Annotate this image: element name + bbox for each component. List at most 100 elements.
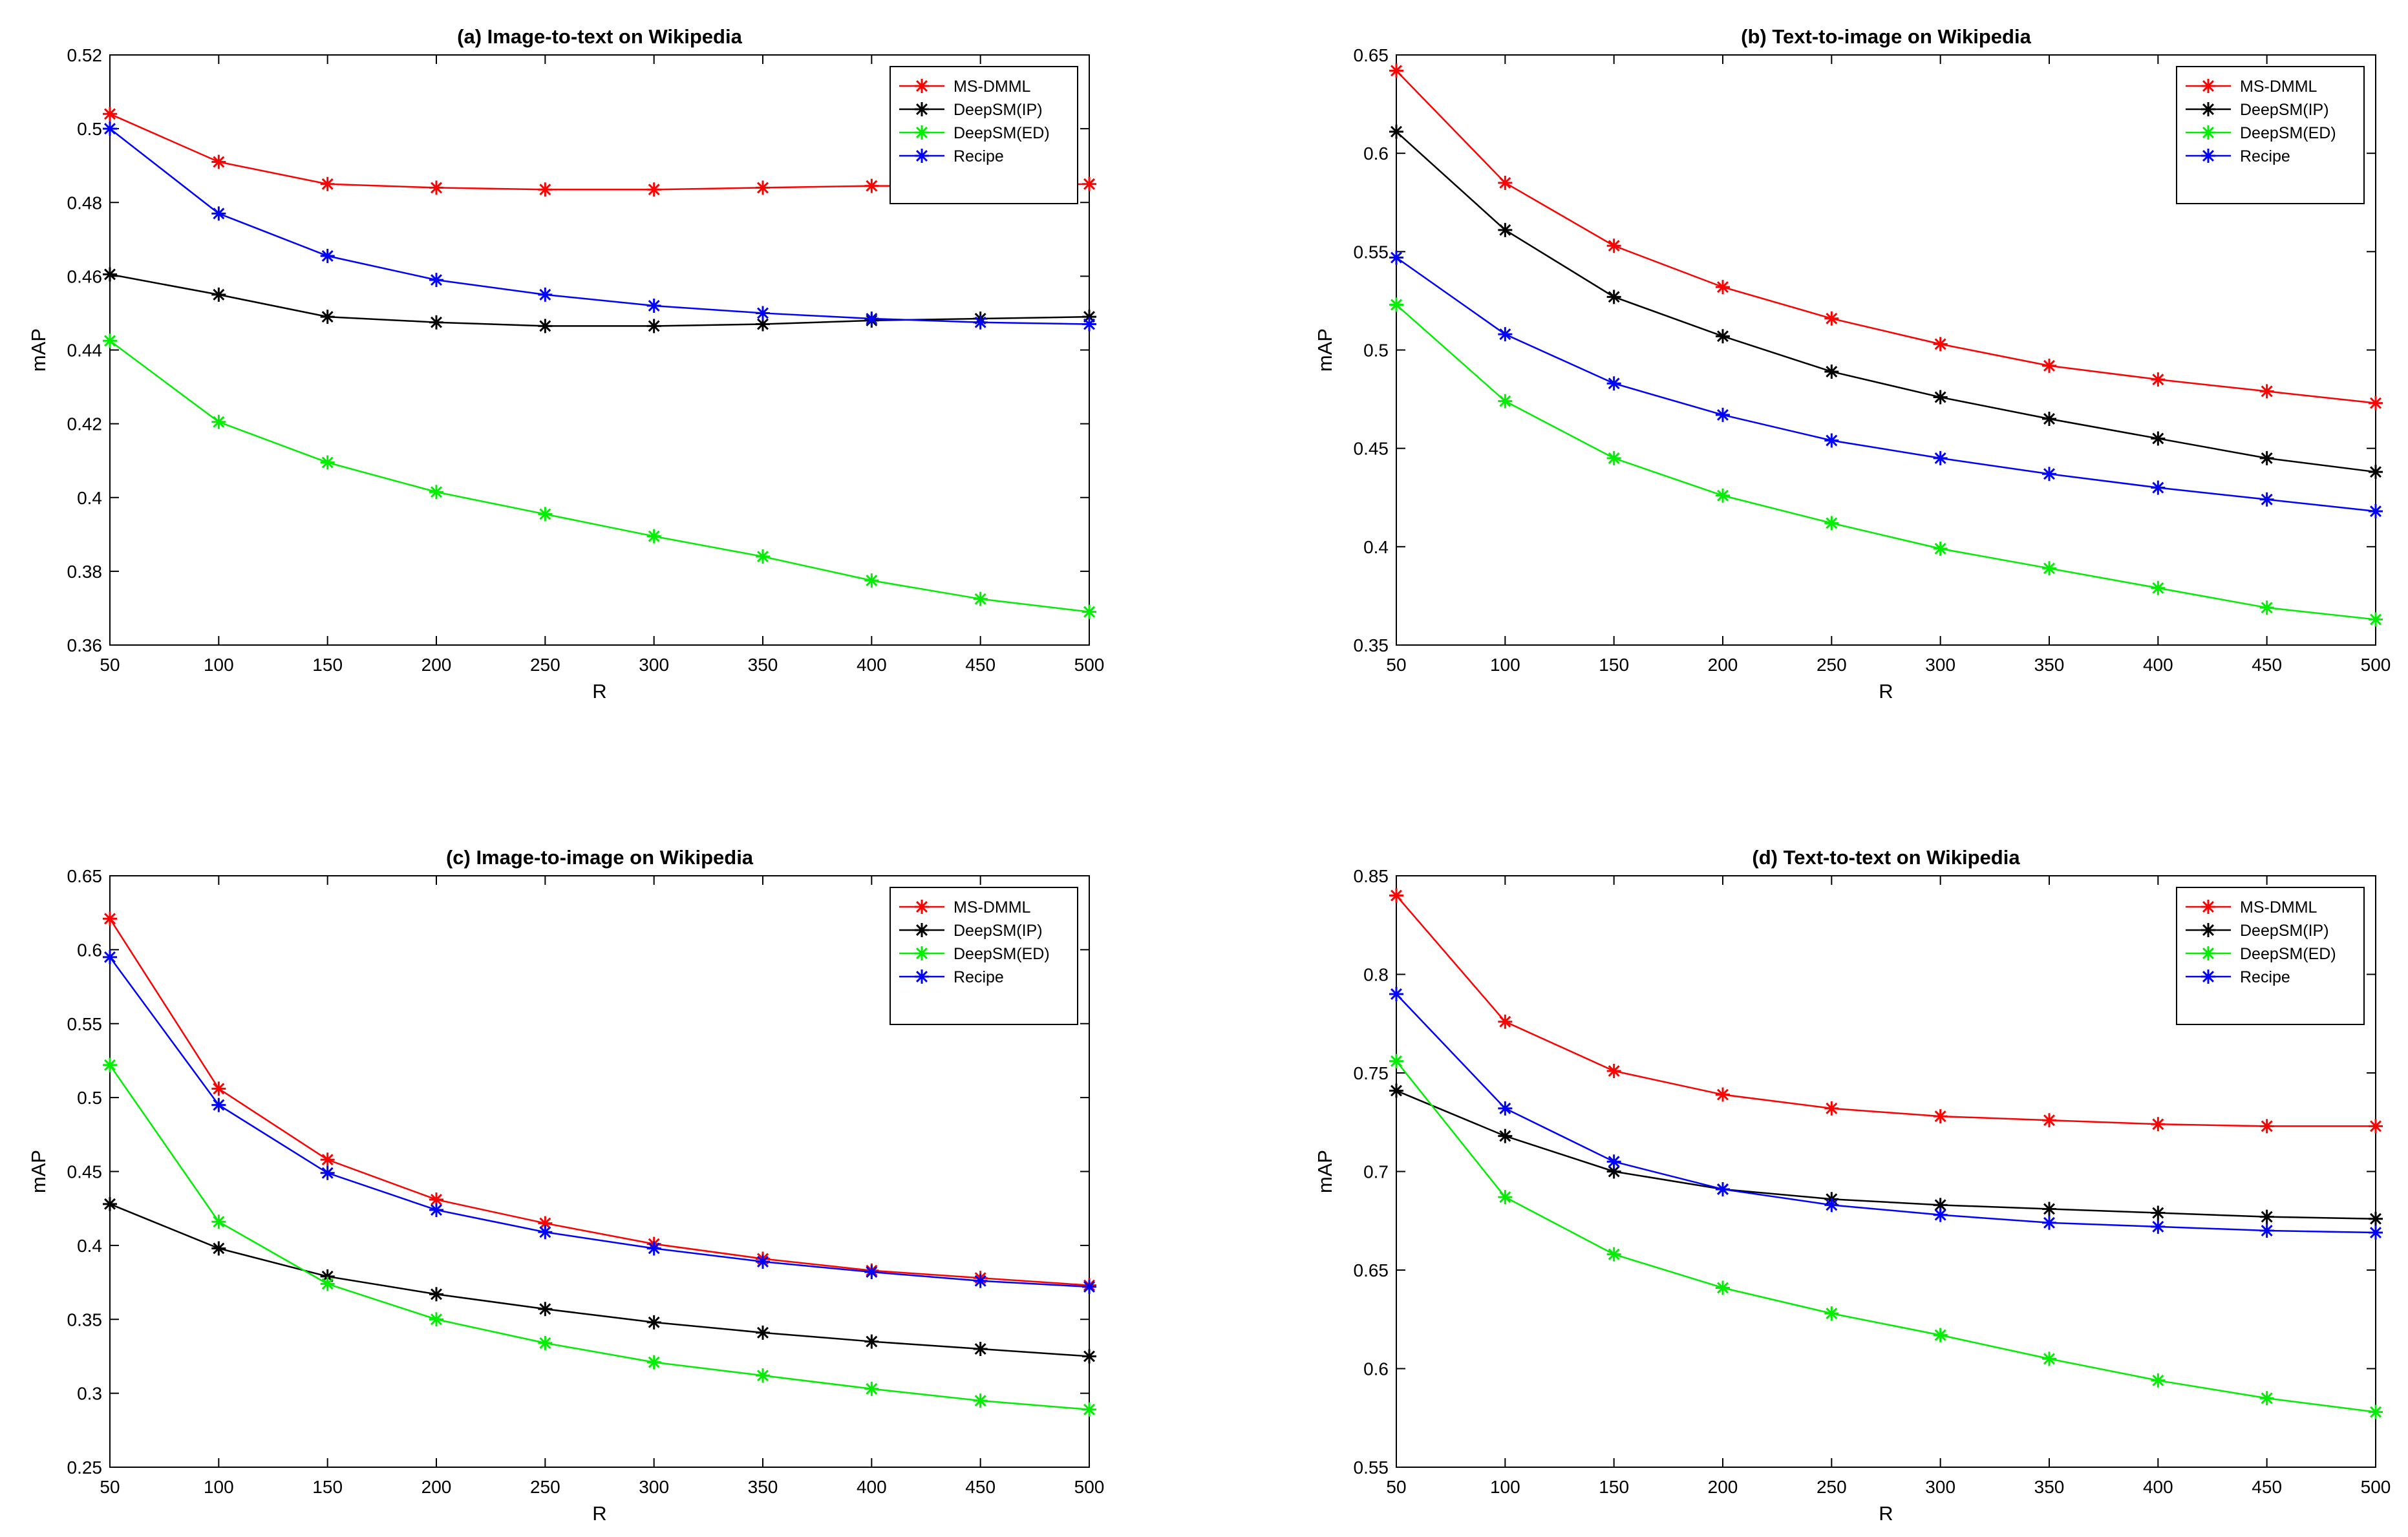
data-point-marker [973,591,988,606]
data-point-marker [2369,612,2383,627]
data-point-marker [320,1277,335,1291]
series-line [109,273,1090,327]
data-point-marker [538,1302,553,1317]
legend-label: DeepSM(IP) [2240,922,2329,940]
x-tick-label: 50 [1386,655,1406,675]
data-point-marker [211,1097,226,1112]
data-point-marker [1498,1014,1513,1029]
series-deepsm-ed [103,334,1096,619]
data-point-marker [103,949,117,964]
x-tick-label: 400 [857,1477,887,1497]
data-point-marker [2369,1404,2383,1419]
legend-label: DeepSM(IP) [954,922,1043,940]
x-tick-label: 450 [2252,1477,2282,1497]
series-line [1396,1060,2376,1413]
x-tick-label: 500 [2361,655,2391,675]
series-line [109,1065,1090,1411]
chart-panel-4: (d) Text-to-text on Wikipedia 50 100 150 200… [1314,846,2391,1525]
legend-label: MS-DMML [954,78,1031,96]
data-point-marker [1606,376,1621,391]
legend-label: MS-DMML [2240,898,2317,917]
legend-marker [2201,900,2215,914]
data-point-marker [2042,412,2056,427]
data-point-marker [646,1241,661,1256]
y-tick-label: 0.46 [67,266,103,286]
x-axis-label: R [592,1502,606,1525]
chart-title: (b) Text-to-image on Wikipedia [1741,25,2031,48]
series-line [109,918,1090,1286]
y-tick-label: 0.48 [67,193,103,213]
data-point-marker [2369,465,2383,480]
data-point-marker [1498,1129,1513,1143]
data-point-marker [756,1255,770,1269]
x-tick-label: 350 [748,655,778,675]
data-point-marker [1389,250,1403,265]
data-point-marker [646,299,661,313]
data-point-marker [1498,175,1513,190]
data-point-marker [320,1152,335,1167]
legend-label: DeepSM(ED) [954,124,1050,142]
data-point-marker [211,1214,226,1229]
legend-entry: MS-DMML [2186,898,2317,917]
y-tick-label: 0.6 [77,940,102,960]
legend-marker [2201,923,2215,937]
series-recipe [103,122,1096,332]
data-point-marker [2369,504,2383,519]
x-tick-label: 400 [857,655,887,675]
y-tick-label: 0.55 [1354,242,1389,262]
data-point-marker [1716,1182,1730,1196]
data-point-marker [2151,580,2166,595]
x-tick-label: 150 [312,1477,343,1497]
data-point-marker [2151,372,2166,387]
legend-label: DeepSM(IP) [2240,101,2329,119]
data-point-marker [864,1334,879,1349]
data-point-marker [1933,1198,1948,1213]
data-point-marker [2042,1202,2056,1216]
data-point-marker [103,267,117,282]
data-point-marker [756,1368,770,1383]
x-tick-label: 150 [312,655,343,675]
data-point-marker [2042,1352,2056,1366]
data-point-marker [1498,394,1513,408]
data-point-marker [646,182,661,197]
data-point-marker [2259,384,2274,399]
x-axis-label: R [1879,680,1893,703]
y-tick-label: 0.42 [67,414,103,434]
data-point-marker [1933,390,1948,405]
y-tick-label: 0.3 [77,1384,102,1404]
data-point-marker [1606,238,1621,253]
data-point-marker [1606,1154,1621,1169]
series-line [1396,895,2376,1127]
x-axis-label: R [1879,1502,1893,1525]
x-tick-label: 250 [1817,1477,1847,1497]
data-point-marker [1389,63,1403,78]
data-point-marker [1933,337,1948,352]
legend-label: DeepSM(ED) [954,945,1050,963]
data-point-marker [1082,310,1096,324]
data-point-marker [1933,450,1948,465]
data-point-marker [1606,1164,1621,1179]
legend-marker [915,79,929,93]
data-point-marker [2369,1225,2383,1240]
y-tick-label: 0.4 [77,488,102,508]
data-point-marker [646,529,661,544]
x-tick-label: 100 [1490,1477,1520,1497]
series-deepsm-ip [1389,1083,2383,1226]
data-point-marker [864,1265,879,1280]
data-point-marker [1824,516,1839,531]
series-ms-dmml [1389,888,2383,1134]
data-point-marker [2042,358,2056,373]
y-axis-label: mAP [1314,1150,1336,1193]
data-point-marker [1082,604,1096,619]
series-line [109,340,1090,613]
series-recipe [1389,987,2383,1240]
series-line [1396,70,2376,404]
data-point-marker [2151,480,2166,495]
data-point-marker [103,107,117,122]
x-tick-label: 500 [1074,1477,1105,1497]
data-point-marker [1933,541,1948,556]
data-point-marker [1933,1328,1948,1342]
data-point-marker [429,180,443,195]
legend-entry: DeepSM(IP) [2186,101,2329,119]
data-point-marker [2259,600,2274,615]
